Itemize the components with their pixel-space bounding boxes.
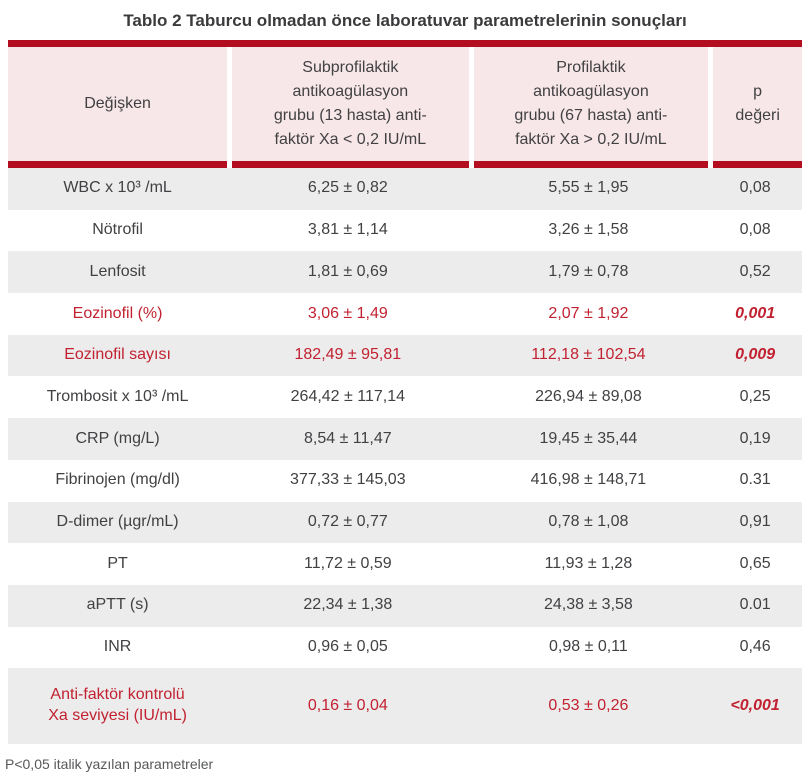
table-row: Nötrofil 3,81 ± 1,14 3,26 ± 1,58 0,08	[8, 209, 802, 252]
table-row: Anti-faktör kontrolü Xa seviyesi (IU/mL)…	[8, 668, 802, 745]
table-row: INR 0,96 ± 0,05 0,98 ± 0,11 0,46	[8, 626, 802, 669]
p-value: 0,25	[739, 387, 771, 405]
p-value: <0,001	[730, 696, 780, 714]
row-label: Eozinofil sayısı	[64, 346, 171, 364]
group2-value: 2,07 ± 1,92	[548, 304, 629, 322]
header-p-value: p değeri	[708, 47, 802, 161]
group1-value: 11,72 ± 0,59	[303, 554, 392, 572]
group2-value: 112,18 ± 102,54	[531, 346, 646, 364]
row-label: Trombosit x 10³ /mL	[46, 387, 189, 405]
table-row: Eozinofil (%) 3,06 ± 1,49 2,07 ± 1,92 0,001	[8, 293, 802, 335]
group2-value: 19,45 ± 35,44	[539, 429, 638, 447]
group1-value: 8,54 ± 11,47	[303, 429, 392, 447]
group2-value: 0,78 ± 1,08	[548, 512, 629, 530]
table-row: Lenfosit 1,81 ± 0,69 1,79 ± 0,78 0,52	[8, 251, 802, 294]
group1-value: 0,72 ± 0,77	[307, 512, 388, 530]
group1-value: 377,33 ± 145,03	[290, 471, 406, 489]
p-value: 0.31	[739, 471, 771, 489]
lab-results-table: Değişken Subprofilaktik antikoagülasyon …	[8, 40, 802, 745]
row-label: Lenfosit	[89, 262, 146, 280]
p-value: 0,91	[739, 512, 771, 530]
group2-value: 226,94 ± 89,08	[535, 387, 642, 405]
p-value: 0,65	[739, 554, 771, 572]
header-rule-segment	[468, 161, 709, 168]
table-row: WBC x 10³ /mL 6,25 ± 0,82 5,55 ± 1,95 0,08	[8, 168, 802, 210]
group2-value: 0,98 ± 0,11	[549, 638, 628, 655]
header-subprophylactic-group: Subprofilaktik antikoagülasyon grubu (13…	[227, 47, 469, 161]
table-row: PT 11,72 ± 0,59 11,93 ± 1,28 0,65	[8, 543, 802, 585]
row-label: PT	[107, 554, 128, 572]
group1-value: 22,34 ± 1,38	[303, 596, 393, 614]
table-row: Fibrinojen (mg/dl) 377,33 ± 145,03 416,98 …	[8, 459, 802, 502]
table-row: Eozinofil sayısı 182,49 ± 95,81 112,18 ± 1…	[8, 334, 802, 377]
table-row: Trombosit x 10³ /mL 264,42 ± 117,14 226,94…	[8, 376, 802, 419]
p-value: 0,52	[739, 262, 771, 280]
p-value: 0,46	[739, 638, 771, 655]
row-label: Anti-faktör kontrolü Xa seviyesi (IU/mL)	[48, 686, 187, 725]
row-label: CRP (mg/L)	[75, 429, 160, 447]
table-row: D-dimer (µgr/mL) 0,72 ± 0,77 0,78 ± 1,08 0,…	[8, 501, 802, 544]
table-header: Değişken Subprofilaktik antikoagülasyon …	[8, 47, 802, 161]
table-row: CRP (mg/L) 8,54 ± 11,47 19,45 ± 35,44 0,19	[8, 418, 802, 460]
group2-value: 24,38 ± 3,58	[543, 596, 633, 614]
group1-value: 264,42 ± 117,14	[290, 387, 405, 405]
header-rule-segment	[708, 161, 802, 168]
header-rule-segment	[227, 161, 469, 168]
group2-value: 1,79 ± 0,78	[548, 262, 629, 280]
group2-value: 11,93 ± 1,28	[544, 554, 633, 572]
table-title: Tablo 2 Taburcu olmadan önce laboratuvar…	[123, 11, 687, 30]
table-row: aPTT (s) 22,34 ± 1,38 24,38 ± 3,58 0.01	[8, 584, 802, 627]
row-label: INR	[103, 638, 132, 655]
p-value: 0,001	[735, 304, 776, 322]
p-value: 0.01	[739, 596, 771, 614]
top-rule	[8, 40, 802, 47]
group2-value: 0,53 ± 0,26	[548, 696, 629, 714]
p-value: 0,009	[735, 346, 776, 364]
group1-value: 182,49 ± 95,81	[294, 346, 402, 364]
row-label: Nötrofil	[92, 221, 143, 239]
row-label: Fibrinojen (mg/dl)	[55, 471, 180, 489]
row-label: WBC x 10³ /mL	[63, 179, 172, 197]
group1-value: 3,81 ± 1,14	[307, 221, 388, 239]
group1-value: 0,16 ± 0,04	[307, 696, 388, 714]
group2-value: 3,26 ± 1,58	[548, 221, 629, 239]
p-value: 0,19	[739, 429, 771, 447]
row-label: aPTT (s)	[86, 596, 149, 614]
group1-value: 3,06 ± 1,49	[307, 304, 388, 322]
p-value: 0,08	[739, 179, 771, 197]
group1-value: 0,96 ± 0,05	[307, 638, 388, 655]
header-rule-segment	[8, 161, 228, 168]
row-label: D-dimer (µgr/mL)	[56, 512, 179, 530]
p-value: 0,08	[739, 221, 771, 239]
group2-value: 5,55 ± 1,95	[548, 179, 629, 197]
group1-value: 1,81 ± 0,69	[307, 262, 388, 280]
header-variable: Değişken	[8, 47, 228, 161]
group2-value: 416,98 ± 148,71	[530, 471, 647, 489]
row-label: Eozinofil (%)	[72, 304, 163, 322]
header-rule	[8, 161, 802, 168]
header-prophylactic-group: Profilaktik antikoagülasyon grubu (67 ha…	[468, 47, 709, 161]
group1-value: 6,25 ± 0,82	[307, 179, 388, 197]
footnote: P<0,05 italik yazılan parametreler	[5, 756, 214, 773]
table-body: WBC x 10³ /mL 6,25 ± 0,82 5,55 ± 1,95 0,08 N…	[8, 168, 802, 745]
